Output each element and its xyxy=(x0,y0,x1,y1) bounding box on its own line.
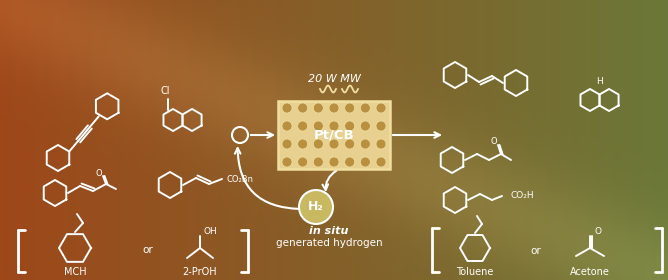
Circle shape xyxy=(360,103,370,113)
Circle shape xyxy=(376,121,386,131)
Circle shape xyxy=(345,121,355,131)
Text: OH: OH xyxy=(203,227,217,235)
Circle shape xyxy=(345,139,355,149)
FancyBboxPatch shape xyxy=(278,101,390,169)
Text: MCH: MCH xyxy=(63,267,86,277)
Text: in situ: in situ xyxy=(309,226,349,236)
Circle shape xyxy=(376,157,386,167)
Text: or: or xyxy=(530,246,541,256)
Circle shape xyxy=(313,157,323,167)
Text: H₂: H₂ xyxy=(308,200,324,213)
Circle shape xyxy=(360,121,370,131)
Circle shape xyxy=(282,103,292,113)
Circle shape xyxy=(376,139,386,149)
Circle shape xyxy=(282,157,292,167)
Circle shape xyxy=(329,121,339,131)
Circle shape xyxy=(360,139,370,149)
Circle shape xyxy=(299,190,333,224)
Circle shape xyxy=(313,139,323,149)
Text: or: or xyxy=(143,245,154,255)
Circle shape xyxy=(345,103,355,113)
Circle shape xyxy=(298,157,308,167)
Circle shape xyxy=(298,139,308,149)
Circle shape xyxy=(360,157,370,167)
Text: Acetone: Acetone xyxy=(570,267,610,277)
Text: Toluene: Toluene xyxy=(456,267,494,277)
Text: O: O xyxy=(595,227,601,235)
Circle shape xyxy=(282,121,292,131)
Text: O: O xyxy=(96,169,102,178)
Circle shape xyxy=(298,121,308,131)
Text: 2-PrOH: 2-PrOH xyxy=(182,267,217,277)
Circle shape xyxy=(313,121,323,131)
Text: 20 W MW: 20 W MW xyxy=(307,74,361,84)
Text: Pt/CB: Pt/CB xyxy=(314,129,354,141)
Text: CO₂Bn: CO₂Bn xyxy=(226,174,253,183)
Circle shape xyxy=(313,103,323,113)
Text: H: H xyxy=(596,76,603,85)
Circle shape xyxy=(282,139,292,149)
Circle shape xyxy=(329,157,339,167)
Circle shape xyxy=(345,157,355,167)
Text: CO₂H: CO₂H xyxy=(510,192,534,200)
Text: generated hydrogen: generated hydrogen xyxy=(276,238,382,248)
Text: Cl: Cl xyxy=(161,86,170,96)
Circle shape xyxy=(298,103,308,113)
Circle shape xyxy=(329,103,339,113)
Text: O: O xyxy=(491,137,497,146)
Circle shape xyxy=(329,139,339,149)
Circle shape xyxy=(376,103,386,113)
